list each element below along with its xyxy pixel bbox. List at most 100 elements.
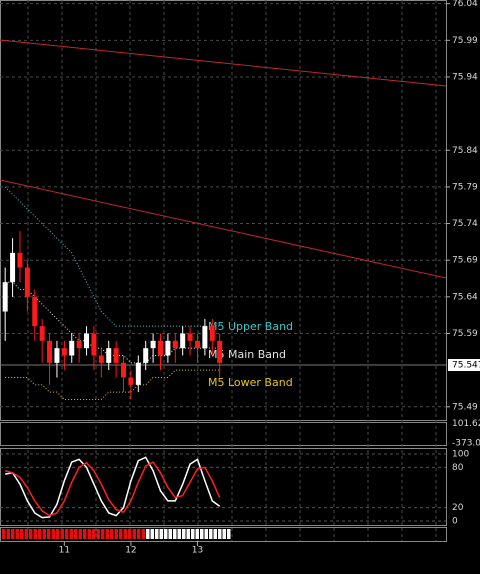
candle-body bbox=[106, 348, 112, 363]
candle-body bbox=[180, 333, 186, 349]
strip-cell bbox=[191, 529, 195, 539]
panel-frame bbox=[0, 527, 447, 542]
strip-cell bbox=[218, 529, 222, 539]
strip-cell bbox=[168, 529, 172, 539]
y-tick-label: -373.02 bbox=[452, 439, 480, 449]
y-tick-label: 75.64 bbox=[452, 292, 478, 302]
candle-body bbox=[2, 282, 8, 312]
x-tick-label: 11 bbox=[59, 546, 70, 556]
candle-body bbox=[76, 340, 82, 349]
stoch-line bbox=[4, 461, 221, 517]
strip-cell bbox=[78, 529, 82, 539]
trend-line bbox=[0, 39, 447, 87]
strip-cell bbox=[114, 529, 118, 539]
strip-cell bbox=[150, 529, 154, 539]
y-tick-label: 75.74 bbox=[452, 219, 478, 229]
strip-cell bbox=[213, 529, 217, 539]
current-price-label: 75.547 bbox=[452, 361, 480, 371]
y-tick-label: 76.04 bbox=[452, 0, 478, 9]
y-tick-label: 100 bbox=[452, 450, 469, 460]
candle-body bbox=[69, 340, 75, 356]
strip-cell bbox=[83, 529, 87, 539]
strip-cell bbox=[119, 529, 123, 539]
strip-cell bbox=[47, 529, 51, 539]
candle-body bbox=[61, 348, 67, 356]
y-tick-label: 75.94 bbox=[452, 72, 478, 82]
y-tick-label: 75.84 bbox=[452, 146, 478, 156]
strip-cell bbox=[11, 529, 15, 539]
strip-cell bbox=[33, 529, 37, 539]
candle-body bbox=[165, 340, 171, 356]
strip-cell bbox=[15, 529, 19, 539]
candle-body bbox=[150, 340, 156, 349]
candle-body bbox=[54, 348, 60, 363]
candle-body bbox=[187, 333, 193, 341]
strip-cell bbox=[227, 529, 231, 539]
strip-cell bbox=[200, 529, 204, 539]
strip-cell bbox=[186, 529, 190, 539]
x-tick-label: 12 bbox=[125, 546, 136, 556]
strip-cell bbox=[24, 529, 28, 539]
band-label: M5 Lower Band bbox=[208, 376, 293, 389]
y-tick-label: 75.99 bbox=[452, 36, 478, 46]
strip-cell bbox=[128, 529, 132, 539]
y-tick-label: 75.69 bbox=[452, 256, 478, 266]
strip-cell bbox=[20, 529, 24, 539]
y-tick-label: 0 bbox=[452, 516, 458, 526]
candle-body bbox=[135, 362, 141, 385]
y-tick-label: 101.62 bbox=[452, 419, 480, 429]
candle-body bbox=[172, 340, 178, 349]
strip-cell bbox=[159, 529, 163, 539]
candle-body bbox=[209, 326, 215, 341]
strip-cell bbox=[96, 529, 100, 539]
strip-cell bbox=[123, 529, 127, 539]
strip-cell bbox=[141, 529, 145, 539]
strip-cell bbox=[2, 529, 6, 539]
strip-cell bbox=[74, 529, 78, 539]
strip-cell bbox=[195, 529, 199, 539]
candle-body bbox=[158, 340, 164, 356]
panel-frame bbox=[0, 0, 447, 421]
panel-frame bbox=[0, 448, 447, 526]
strip-cell bbox=[132, 529, 136, 539]
candle-body bbox=[84, 333, 90, 349]
strip-cell bbox=[6, 529, 10, 539]
strip-cell bbox=[177, 529, 181, 539]
y-tick-label: 75.79 bbox=[452, 182, 478, 192]
candle-body bbox=[194, 340, 200, 349]
strip-cell bbox=[101, 529, 105, 539]
strip-cell bbox=[38, 529, 42, 539]
candle-body bbox=[39, 326, 45, 341]
strip-cell bbox=[29, 529, 33, 539]
strip-cell bbox=[146, 529, 150, 539]
y-tick-label: 20 bbox=[452, 503, 464, 513]
strip-cell bbox=[155, 529, 159, 539]
candle-body bbox=[47, 340, 53, 363]
candle-body bbox=[98, 355, 104, 363]
candle-body bbox=[10, 252, 16, 283]
strip-cell bbox=[56, 529, 60, 539]
strip-cell bbox=[69, 529, 73, 539]
strip-cell bbox=[204, 529, 208, 539]
strip-cell bbox=[209, 529, 213, 539]
strip-cell bbox=[173, 529, 177, 539]
y-tick-label: 75.59 bbox=[452, 329, 478, 339]
candle-body bbox=[24, 267, 30, 297]
stoch-line bbox=[5, 456, 221, 519]
strip-cell bbox=[87, 529, 91, 539]
band-label: M5 Upper Band bbox=[208, 320, 293, 333]
current-price-box bbox=[448, 359, 480, 372]
panel-frame bbox=[0, 422, 447, 446]
candle-body bbox=[217, 340, 223, 363]
strip-cell bbox=[182, 529, 186, 539]
strip-cell bbox=[51, 529, 55, 539]
candle-body bbox=[128, 377, 134, 385]
strip-cell bbox=[110, 529, 114, 539]
band-label: M5 Main Band bbox=[208, 348, 286, 361]
strip-cell bbox=[105, 529, 109, 539]
strip-cell bbox=[60, 529, 64, 539]
y-tick-label: 80 bbox=[452, 463, 464, 473]
strip-cell bbox=[92, 529, 96, 539]
